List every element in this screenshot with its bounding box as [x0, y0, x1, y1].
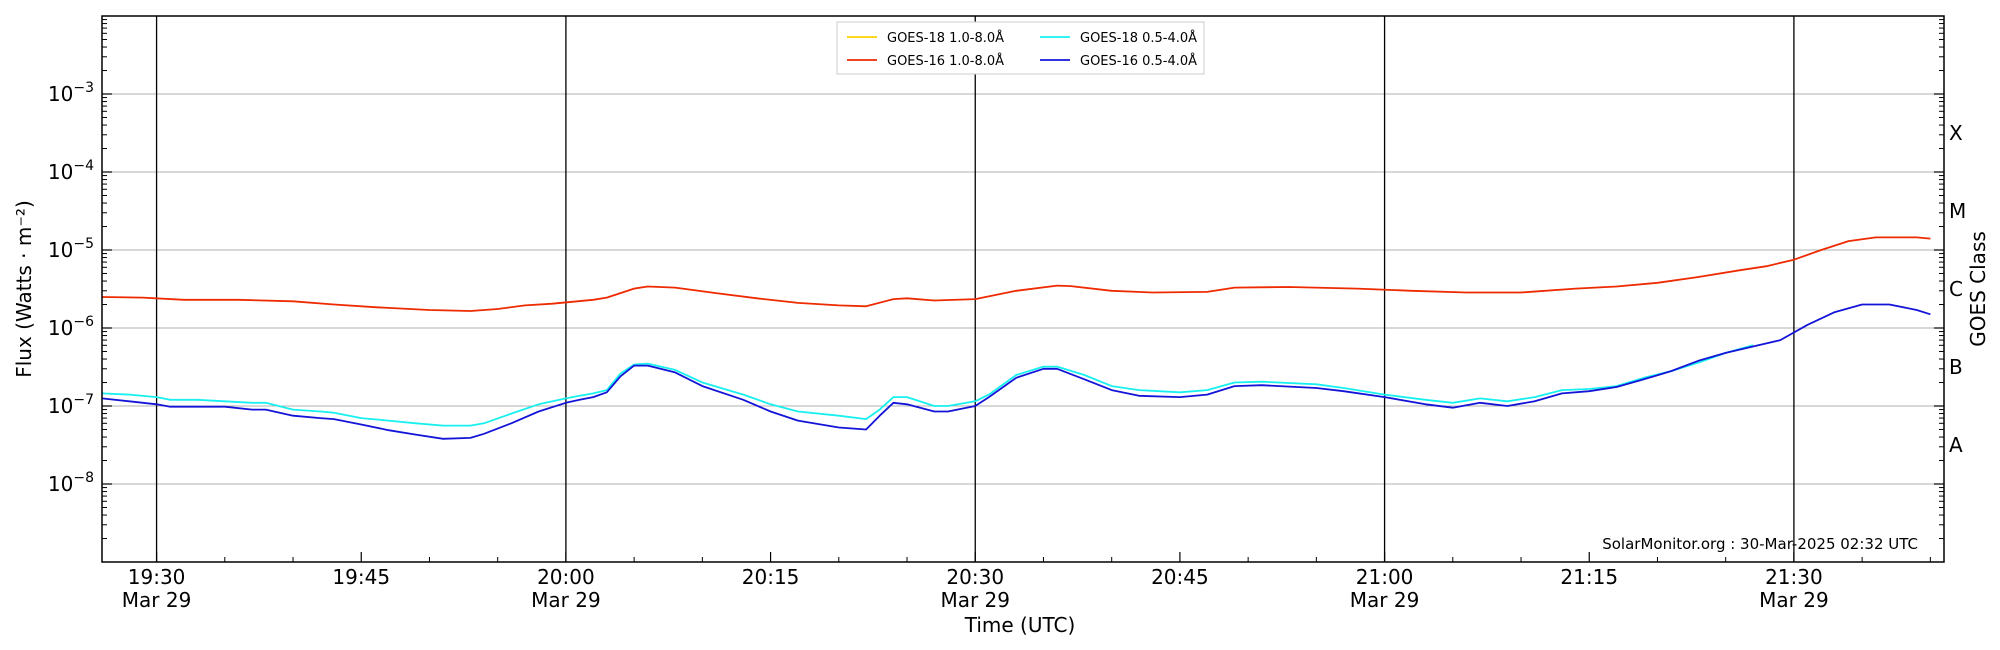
- right-axis-title: GOES Class: [1966, 231, 1990, 347]
- legend: GOES-18 1.0-8.0Å GOES-16 1.0-8.0Å GOES-18 …: [836, 21, 1205, 75]
- x-tick-date-label: Mar 29: [940, 588, 1010, 612]
- x-tick-label: 20:45: [1151, 565, 1209, 589]
- x-tick-date-label: Mar 29: [531, 588, 601, 612]
- x-tick-date-label: Mar 29: [1759, 588, 1829, 612]
- x-tick-label: 21:00: [1356, 565, 1414, 589]
- y-axis-title: Flux (Watts · m⁻²): [12, 200, 36, 378]
- time-markers: [155, 16, 1795, 562]
- credit-text: SolarMonitor.org : 30-Mar-2025 02:32 UTC: [1602, 535, 1918, 553]
- x-tick-date-label: Mar 29: [122, 588, 192, 612]
- goes-class-c: C: [1949, 277, 1963, 301]
- goes-class-a: A: [1949, 433, 1963, 457]
- y-tick-label: 10−8: [48, 470, 94, 496]
- y-tick-label: 10−3: [48, 80, 94, 106]
- x-tick-label: 19:45: [332, 565, 390, 589]
- legend-label: GOES-16 0.5-4.0Å: [1080, 53, 1197, 69]
- legend-box: [836, 21, 1205, 75]
- grid: [102, 93, 1944, 485]
- goes-class-b: B: [1949, 355, 1963, 379]
- y-tick-label: 10−7: [48, 392, 94, 418]
- goes-class-m: M: [1949, 199, 1966, 223]
- x-tick-label: 20:00: [537, 565, 595, 589]
- axis-ticks: [102, 19, 1944, 562]
- series-line-2: [101, 344, 1754, 427]
- goes-class-labels: A B C M X: [1949, 121, 1966, 457]
- series-line-3: [101, 303, 1931, 440]
- y-tick-label: 10−4: [48, 158, 94, 184]
- legend-label: GOES-16 1.0-8.0Å: [887, 53, 1004, 69]
- x-tick-label: 21:15: [1560, 565, 1618, 589]
- x-tick-label: 19:30: [128, 565, 186, 589]
- legend-label: GOES-18 1.0-8.0Å: [887, 30, 1004, 46]
- plot-frame: [101, 15, 1945, 563]
- y-tick-labels: 10−8 10−7 10−6 10−5 10−4 10−3: [48, 80, 94, 496]
- y-tick-label: 10−6: [48, 314, 94, 340]
- x-tick-date-label: Mar 29: [1350, 588, 1420, 612]
- x-tick-label: 21:30: [1765, 565, 1823, 589]
- series-lines: [101, 236, 1931, 440]
- x-tick-label: 20:15: [742, 565, 800, 589]
- legend-label: GOES-18 0.5-4.0Å: [1080, 30, 1197, 46]
- y-tick-label: 10−5: [48, 236, 94, 262]
- goes-class-x: X: [1949, 121, 1963, 145]
- series-line-1: [101, 236, 1931, 312]
- x-axis-title: Time (UTC): [964, 613, 1076, 637]
- x-tick-label: 20:30: [946, 565, 1004, 589]
